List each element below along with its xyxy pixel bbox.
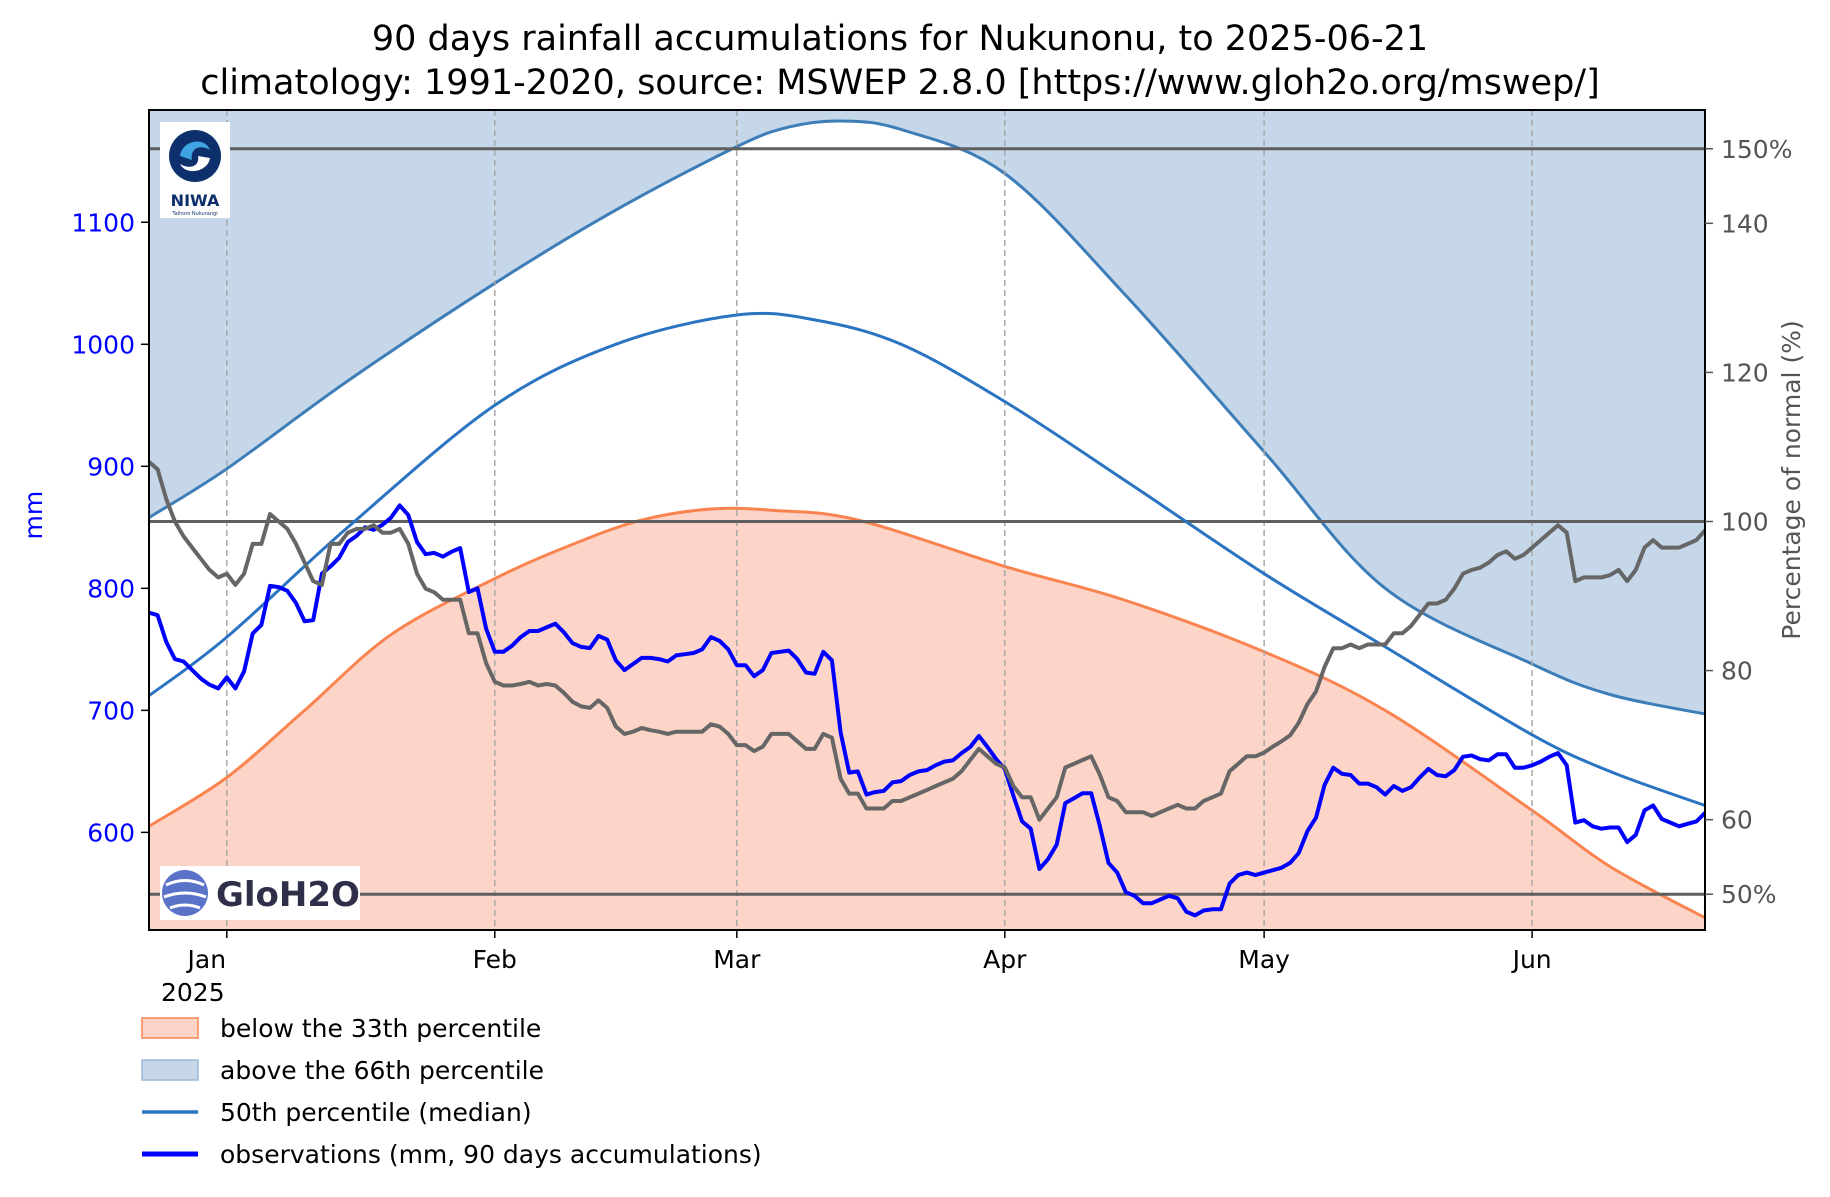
legend-label: 50th percentile (median) [220,1098,532,1127]
niwa-logo-text: NIWA [171,191,220,210]
y-right-tick-label: 120 [1721,358,1769,387]
legend: below the 33th percentile above the 66th … [142,1014,762,1169]
y-right-axis-label: Percentage of normal (%) [1777,320,1806,639]
y-tick-label: 700 [87,696,135,725]
niwa-emblem-icon [169,130,221,182]
legend-item: 50th percentile (median) [142,1098,532,1127]
legend-item: observations (mm, 90 days accumulations) [142,1140,762,1169]
y-tick-label: 1100 [71,208,135,237]
y-axis-label: mm [19,491,48,540]
y-tick-label: 600 [87,818,135,847]
x-tick-label: Feb [473,945,517,974]
gloh2o-logo-text: GloH2O [216,875,360,915]
legend-label: above the 66th percentile [220,1056,544,1085]
x-tick-label: May [1238,945,1290,974]
x-tick-label: Jun [1511,945,1552,974]
legend-label: observations (mm, 90 days accumulations) [220,1140,762,1169]
chart-title: 90 days rainfall accumulations for Nukun… [372,19,1428,59]
y-right-tick-label: 100 [1721,507,1769,536]
legend-label: below the 33th percentile [220,1014,541,1043]
y-right-tick-label: 80 [1721,657,1753,686]
y-right-tick-label: 140 [1721,209,1769,238]
x-tick-label: Jan [186,945,227,974]
x-tick-year-label: 2025 [161,978,225,1007]
x-tick-label: Apr [983,945,1027,974]
niwa-logo: NIWA Taihoro Nukurangi [160,122,230,218]
y-right-tick-label: 60 [1721,806,1753,835]
plot-clipped-area [149,110,1705,930]
niwa-logo-subtext: Taihoro Nukurangi [171,211,217,217]
y-right-tick-label: 150% [1721,135,1792,164]
legend-swatch [142,1018,198,1038]
legend-swatch [142,1060,198,1080]
chart-subtitle: climatology: 1991-2020, source: MSWEP 2.… [200,63,1600,103]
legend-item: above the 66th percentile [142,1056,544,1085]
legend-item: below the 33th percentile [142,1014,541,1043]
y-tick-label: 800 [87,574,135,603]
x-tick-label: Mar [713,945,761,974]
y-right-tick-label: 50% [1721,880,1777,909]
gloh2o-logo: GloH2O [160,866,360,920]
y-tick-label: 900 [87,452,135,481]
y-tick-label: 1000 [71,330,135,359]
